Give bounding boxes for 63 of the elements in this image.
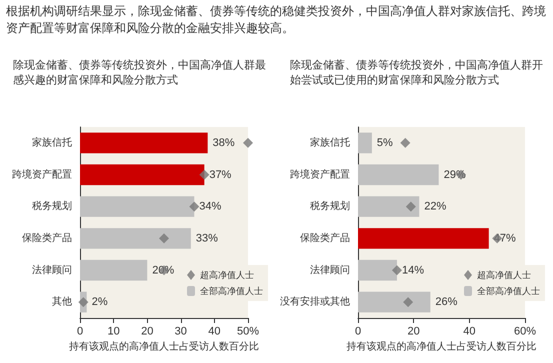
- bar: [80, 260, 148, 281]
- data-label: 2%: [92, 296, 108, 308]
- data-label: 37%: [209, 168, 232, 181]
- x-tick-label: 40: [208, 326, 221, 338]
- legend-label: 超高净值人士: [200, 270, 254, 280]
- point: [159, 233, 169, 244]
- bar: [358, 228, 489, 249]
- x-tick-label: 30: [174, 326, 187, 338]
- y-tick-label: 保险类产品: [300, 232, 350, 244]
- x-tick-label: 0: [76, 326, 84, 338]
- bar: [358, 196, 420, 217]
- bar: [80, 196, 194, 217]
- chart-title: 除现金储蓄、债券等传统投资外，中国高净值人群开始尝试或已使用的财富保障和风险分散方式: [290, 58, 543, 86]
- bar: [358, 292, 430, 312]
- legend-label: 全部高净值人士: [477, 286, 540, 296]
- legend-label: 全部高净值人士: [200, 286, 263, 296]
- y-tick-label: 法律顾问: [32, 264, 72, 276]
- data-label: 29%: [444, 168, 466, 181]
- x-tick-label: 10: [107, 326, 120, 338]
- point: [406, 202, 416, 212]
- chart-title: 除现金储蓄、债券等传统投资外，中国高净值人群最感兴趣的财富保障和风险分散方式: [13, 58, 266, 86]
- point: [189, 202, 200, 212]
- bar: [358, 260, 397, 281]
- data-label: 33%: [196, 232, 218, 244]
- bar: [358, 132, 372, 154]
- x-axis-title: 持有该观点的高净值人士占受访人数百分比: [69, 340, 259, 352]
- point: [199, 170, 210, 180]
- data-label: 20%: [152, 264, 174, 276]
- y-tick-label: 家族信托: [310, 136, 350, 148]
- y-tick-label: 其他: [52, 296, 72, 308]
- y-tick-label: 税务规划: [310, 200, 350, 212]
- data-label: 14%: [402, 264, 424, 276]
- y-tick-label: 法律顾问: [310, 264, 350, 276]
- y-tick-label: 税务规划: [32, 200, 72, 212]
- data-label: 34%: [199, 200, 222, 213]
- data-label: 38%: [212, 136, 235, 149]
- point: [392, 265, 402, 276]
- point: [243, 138, 253, 148]
- data-label: 47%: [494, 232, 516, 244]
- text: 根据机构调研结果显示，除现金储蓄、债券等传统的稳健类投资外，中国高净值人群对家族信托、跨境资产配置等财富保障和风险分散的金融安排兴趣较高。: [6, 3, 546, 37]
- y-tick-label: 跨境资产配置: [12, 168, 72, 180]
- y-tick-label: 跨境资产配置: [290, 168, 350, 180]
- point: [78, 297, 88, 308]
- legend-label: 超高净值人士: [477, 270, 531, 280]
- x-tick-label: 0: [354, 326, 362, 338]
- x-tick-label: 40: [463, 326, 476, 338]
- data-label: 26%: [435, 296, 458, 308]
- x-tick-label: 60%: [514, 326, 536, 338]
- y-tick-label: 保险类产品: [22, 232, 72, 244]
- y-tick-label: 家族信托: [32, 136, 72, 148]
- bar: [80, 228, 191, 249]
- x-tick-label: 50%: [236, 326, 260, 338]
- point: [403, 297, 414, 308]
- bar: [80, 164, 204, 186]
- bar: [80, 132, 208, 154]
- point: [400, 138, 410, 148]
- data-label: 22%: [424, 200, 446, 213]
- x-tick-label: 20: [408, 326, 420, 338]
- data-label: 5%: [376, 136, 394, 149]
- x-axis-title: 持有该观点的高净值人士占受访人数百分比: [346, 340, 536, 352]
- x-tick-label: 20: [141, 326, 154, 338]
- y-tick-label: 没有安排或其他: [280, 296, 350, 308]
- bar: [358, 164, 439, 186]
